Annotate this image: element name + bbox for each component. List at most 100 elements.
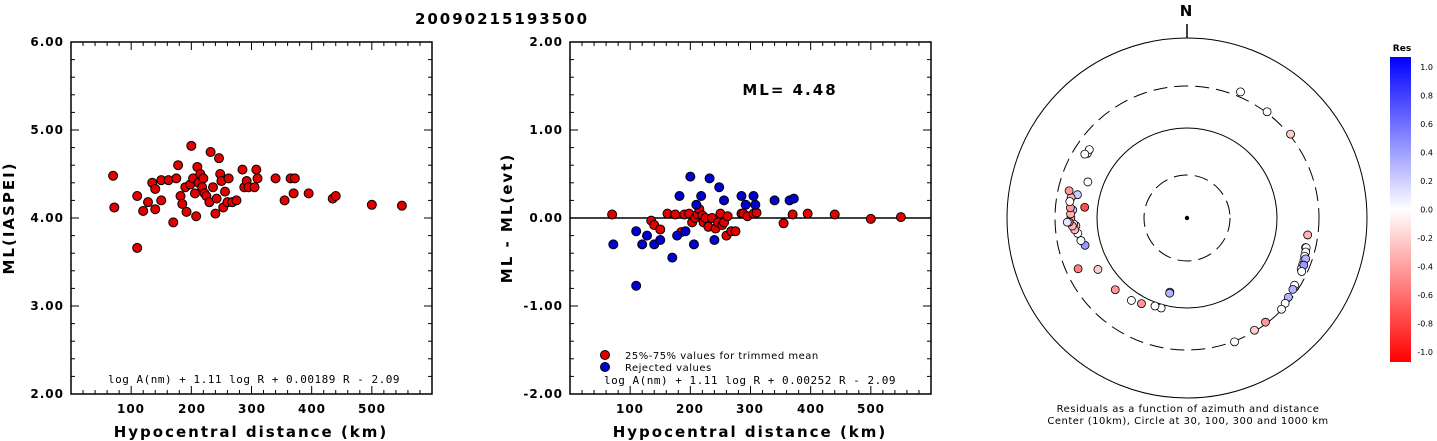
data-point [173, 160, 184, 171]
colorbar-gradient [1390, 57, 1411, 362]
data-point [637, 239, 648, 250]
data-point [132, 191, 143, 201]
colorbar-title: Res [1393, 44, 1411, 54]
station-point [1288, 285, 1298, 294]
data-point [249, 182, 260, 193]
tick-label-x: 400 [797, 402, 825, 416]
data-point [289, 173, 300, 184]
tick-marks [569, 41, 932, 395]
colorbar-tick-label: 0.6 [1420, 120, 1433, 129]
data-point [655, 235, 666, 245]
data-point [788, 193, 799, 204]
caption-line-1: Residuals as a function of azimuth and d… [1057, 404, 1320, 415]
data-point [237, 164, 248, 175]
data-point [205, 147, 216, 157]
panel-ml-iaspei: 2.00 3.00 4.00 5.00 6.00 100 200 300 400… [0, 35, 433, 441]
data-point [143, 197, 154, 208]
center-point [1184, 215, 1190, 221]
data-point [736, 191, 747, 201]
data-point [642, 230, 653, 241]
data-point [189, 188, 200, 199]
data-point [231, 195, 242, 206]
data-points [108, 140, 407, 253]
data-point [750, 199, 761, 210]
caption-line-2: Center (10km), Circle at 30, 100, 300 an… [1047, 416, 1328, 427]
data-point [191, 211, 202, 222]
data-point [150, 183, 161, 194]
tick-label-x: 300 [736, 402, 764, 416]
station-point [1093, 265, 1103, 274]
data-point [279, 195, 290, 206]
station-point [1297, 267, 1307, 276]
colorbar-labels: 1.0 0.8 0.6 0.4 0.2 0.0 -0.2 -0.4 -0.6 -0.8 -1.0 [1417, 63, 1433, 357]
tick-label-y: 2.00 [529, 35, 563, 49]
station-point [1065, 197, 1075, 206]
tick-label-y: 0.00 [529, 211, 563, 225]
data-point [748, 191, 759, 201]
tick-marks [70, 41, 433, 395]
data-point [181, 206, 192, 217]
tick-label-y: 1.00 [529, 123, 563, 137]
data-point [251, 164, 262, 175]
tick-label-y: 4.00 [30, 211, 64, 225]
data-point [769, 195, 780, 206]
station-point [1261, 317, 1270, 327]
data-point [220, 186, 231, 197]
plot-frame [70, 41, 433, 395]
colorbar-tick-label: 0.2 [1420, 177, 1433, 186]
station-point [1230, 337, 1239, 347]
station-point [1137, 299, 1146, 309]
data-point [156, 195, 167, 206]
formula-annotation: log A(nm) + 1.11 log R + 0.00189 R - 2.0… [108, 373, 400, 386]
colorbar-tick-label: -1.0 [1417, 348, 1433, 357]
data-point [366, 199, 377, 210]
data-point [895, 212, 906, 223]
data-point [186, 140, 197, 151]
station-point [1165, 288, 1175, 298]
tick-label-x: 200 [676, 402, 704, 416]
tick-label-y: 5.00 [30, 123, 64, 137]
data-point [865, 213, 876, 224]
ml-value-label: ML= 4.48 [742, 81, 837, 99]
data-point [829, 209, 840, 220]
data-point [674, 191, 685, 201]
tick-label-x: 500 [358, 402, 386, 416]
data-point [608, 239, 619, 250]
tick-label-y: -1.00 [523, 299, 563, 313]
legend-label-trimmed: 25%-75% values for trimmed mean [625, 351, 819, 362]
data-point [802, 208, 813, 219]
data-point [688, 239, 699, 250]
tick-label-x: 500 [857, 402, 885, 416]
data-point [719, 195, 730, 206]
station-point [1250, 325, 1259, 335]
data-point [607, 209, 618, 220]
x-axis-label: Hypocentral distance (km) [114, 423, 389, 441]
data-point [778, 218, 789, 229]
data-point [109, 202, 120, 213]
data-point [171, 173, 182, 184]
colorbar-tick-label: -0.2 [1417, 234, 1433, 243]
station-points [1062, 87, 1313, 347]
data-point [655, 224, 666, 235]
data-point [252, 173, 263, 184]
data-point [288, 188, 299, 199]
station-point [1062, 217, 1072, 227]
data-point [168, 217, 179, 228]
data-point [672, 230, 683, 241]
data-point [211, 193, 222, 204]
tick-label-x: 100 [616, 402, 644, 416]
data-point [740, 199, 751, 210]
y-axis-label: ML - ML(evt) [498, 153, 516, 283]
colorbar-tick-label: 0.0 [1420, 206, 1433, 215]
data-point [691, 199, 702, 210]
colorbar-tick-label: 0.4 [1420, 149, 1433, 158]
x-axis-label: Hypocentral distance (km) [613, 423, 888, 441]
data-point [631, 280, 642, 291]
data-point [210, 208, 221, 219]
data-point [303, 188, 314, 199]
colorbar-tick-label: 0.8 [1420, 92, 1433, 101]
tick-label-x: 200 [178, 402, 206, 416]
tick-label-x: 300 [238, 402, 266, 416]
formula-annotation: log A(nm) + 1.11 log R + 0.00252 R - 2.0… [604, 374, 896, 387]
